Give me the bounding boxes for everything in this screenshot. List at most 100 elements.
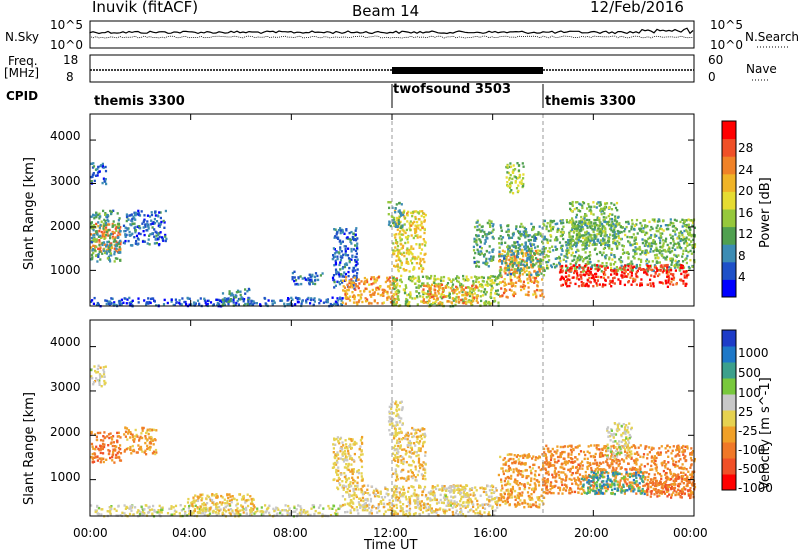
range-gate-cell bbox=[554, 257, 557, 260]
range-gate-cell bbox=[366, 298, 369, 301]
range-gate-cell bbox=[143, 508, 146, 511]
range-gate-cell bbox=[687, 265, 690, 269]
range-gate-cell bbox=[161, 508, 164, 511]
range-gate-cell bbox=[231, 293, 234, 297]
range-gate-cell bbox=[496, 276, 499, 279]
range-gate-cell bbox=[513, 244, 516, 247]
range-gate-cell bbox=[134, 231, 137, 234]
range-gate-cell bbox=[440, 276, 443, 279]
range-gate-cell bbox=[584, 222, 587, 225]
range-gate-cell bbox=[108, 436, 111, 440]
range-gate-cell bbox=[418, 267, 421, 270]
range-gate-cell bbox=[344, 294, 348, 297]
range-gate-cell bbox=[648, 245, 652, 248]
range-gate-cell bbox=[665, 271, 668, 275]
range-gate-cell bbox=[677, 254, 680, 257]
range-gate-cell bbox=[645, 224, 648, 228]
range-gate-cell bbox=[541, 266, 544, 269]
range-gate-cell bbox=[338, 442, 341, 445]
range-gate-cell bbox=[343, 472, 346, 475]
range-gate-cell bbox=[648, 264, 651, 268]
range-gate-cell bbox=[571, 223, 574, 226]
range-gate-cell bbox=[337, 251, 340, 254]
range-gate-cell bbox=[250, 500, 254, 504]
range-gate-cell bbox=[562, 258, 565, 261]
range-gate-cell bbox=[346, 447, 349, 450]
range-gate-cell bbox=[337, 271, 340, 274]
range-gate-cell bbox=[410, 224, 413, 227]
range-gate-cell bbox=[109, 252, 112, 255]
range-gate-cell bbox=[514, 181, 517, 184]
range-gate-cell bbox=[117, 435, 121, 438]
range-gate-cell bbox=[676, 261, 679, 264]
range-gate-cell bbox=[137, 297, 140, 300]
range-gate-cell bbox=[112, 435, 115, 438]
range-gate-cell bbox=[567, 269, 570, 272]
range-gate-cell bbox=[119, 259, 122, 262]
range-gate-cell bbox=[143, 233, 146, 237]
range-gate-cell bbox=[437, 290, 440, 293]
range-gate-cell bbox=[237, 297, 240, 301]
range-gate-cell bbox=[475, 239, 478, 242]
nsearch-trace bbox=[89, 35, 694, 39]
range-gate-cell bbox=[91, 175, 94, 178]
range-gate-cell bbox=[589, 271, 592, 274]
range-gate-cell bbox=[408, 270, 411, 273]
range-gate-cell bbox=[201, 502, 204, 506]
range-gate-cell bbox=[678, 246, 682, 249]
range-gate-cell bbox=[585, 282, 588, 285]
range-gate-cell bbox=[635, 283, 638, 286]
range-gate-cell bbox=[606, 243, 609, 247]
range-gate-cell bbox=[142, 426, 145, 430]
range-gate-cell bbox=[404, 236, 408, 239]
range-gate-cell bbox=[221, 501, 224, 504]
range-gate-cell bbox=[231, 509, 234, 512]
range-gate-cell bbox=[685, 270, 688, 273]
nave-label: Nave bbox=[746, 62, 777, 76]
range-gate-cell bbox=[347, 452, 350, 455]
range-gate-cell bbox=[338, 282, 342, 286]
range-gate-cell bbox=[542, 222, 545, 226]
range-gate-cell bbox=[359, 290, 362, 293]
range-gate-cell bbox=[111, 459, 114, 462]
range-gate-cell bbox=[354, 259, 357, 262]
range-gate-cell bbox=[633, 253, 637, 256]
range-gate-cell bbox=[581, 206, 584, 210]
range-gate-cell bbox=[599, 234, 602, 237]
range-gate-cell bbox=[408, 222, 411, 225]
range-gate-cell bbox=[97, 235, 100, 238]
range-gate-cell bbox=[691, 265, 694, 268]
range-gate-cell bbox=[580, 274, 583, 277]
range-gate-cell bbox=[152, 428, 156, 432]
range-gate-cell bbox=[575, 213, 578, 217]
range-gate-cell bbox=[527, 253, 530, 256]
range-gate-cell bbox=[575, 233, 578, 236]
range-gate-cell bbox=[343, 449, 347, 453]
range-gate-cell bbox=[131, 244, 134, 247]
range-gate-cell bbox=[144, 504, 147, 507]
range-gate-cell bbox=[133, 440, 136, 443]
range-gate-cell bbox=[577, 225, 580, 228]
range-gate-cell bbox=[568, 235, 571, 238]
range-gate-cell bbox=[334, 300, 337, 303]
range-gate-cell bbox=[535, 262, 538, 265]
range-gate-cell bbox=[239, 293, 242, 297]
range-gate-cell bbox=[516, 269, 519, 272]
range-gate-cell bbox=[101, 181, 104, 185]
range-gate-cell bbox=[341, 240, 344, 243]
range-gate-cell bbox=[109, 432, 112, 435]
range-gate-cell bbox=[342, 289, 345, 292]
range-gate-cell bbox=[583, 239, 587, 242]
range-gate-cell bbox=[117, 242, 120, 245]
range-gate-cell bbox=[488, 231, 492, 235]
range-gate-cell bbox=[487, 276, 490, 279]
range-gate-cell bbox=[192, 304, 195, 307]
range-gate-cell bbox=[341, 275, 344, 278]
range-gate-cell bbox=[99, 461, 102, 464]
range-gate-cell bbox=[211, 510, 214, 513]
range-gate-cell bbox=[436, 297, 439, 300]
range-gate-cell bbox=[148, 243, 151, 246]
range-gate-cell bbox=[96, 370, 100, 374]
range-gate-cell bbox=[157, 509, 160, 512]
range-gate-cell bbox=[90, 430, 93, 434]
